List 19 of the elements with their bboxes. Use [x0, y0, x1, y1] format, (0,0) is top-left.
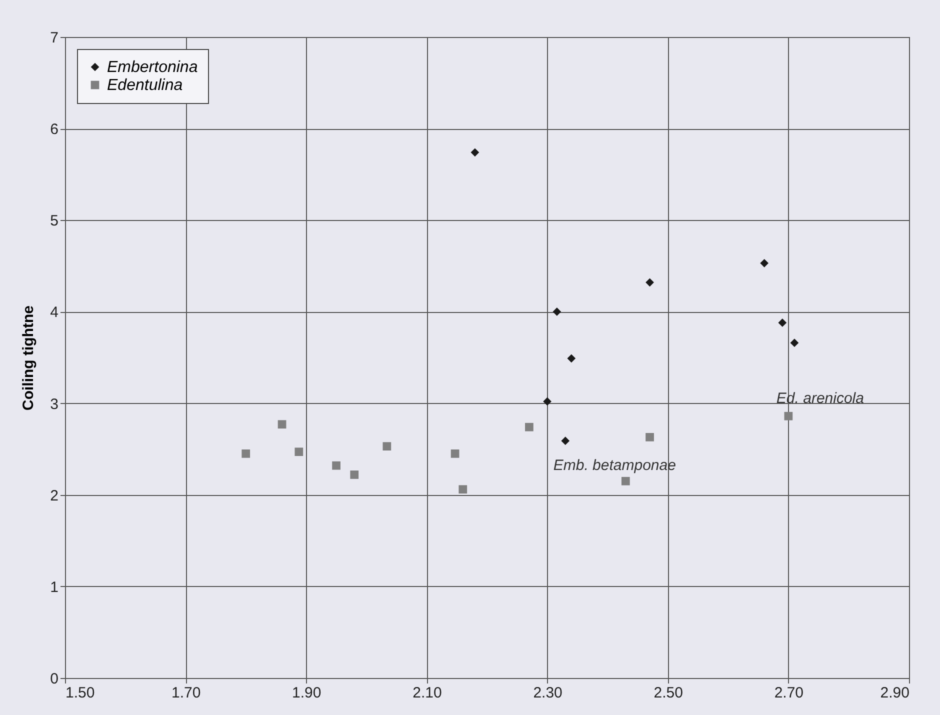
x-tick-label: 2.50 [654, 684, 683, 702]
x-tick-label: 1.50 [66, 684, 95, 702]
x-tick-label: 1.70 [171, 684, 201, 702]
y-tick-label: 2 [50, 487, 58, 504]
x-tick-label: 2.30 [533, 684, 562, 702]
y-tick-label: 5 [50, 212, 58, 230]
y-tick-label: 3 [50, 396, 58, 413]
legend-label: Edentulina [107, 77, 183, 94]
x-tick-label: 2.10 [412, 684, 442, 702]
y-tick-label: 7 [50, 30, 58, 46]
y-tick-label: 4 [50, 304, 58, 322]
x-tick-label: 2.90 [880, 684, 910, 702]
x-tick-label: 2.70 [774, 684, 804, 702]
y-tick-label: 1 [50, 578, 58, 596]
y-tick-label: 6 [50, 121, 58, 138]
x-tick-label: 1.90 [292, 684, 322, 702]
y-tick-label: 0 [50, 670, 58, 688]
legend-label: Embertonina [107, 59, 198, 76]
y-axis-title: Coiling tightne [20, 306, 38, 410]
